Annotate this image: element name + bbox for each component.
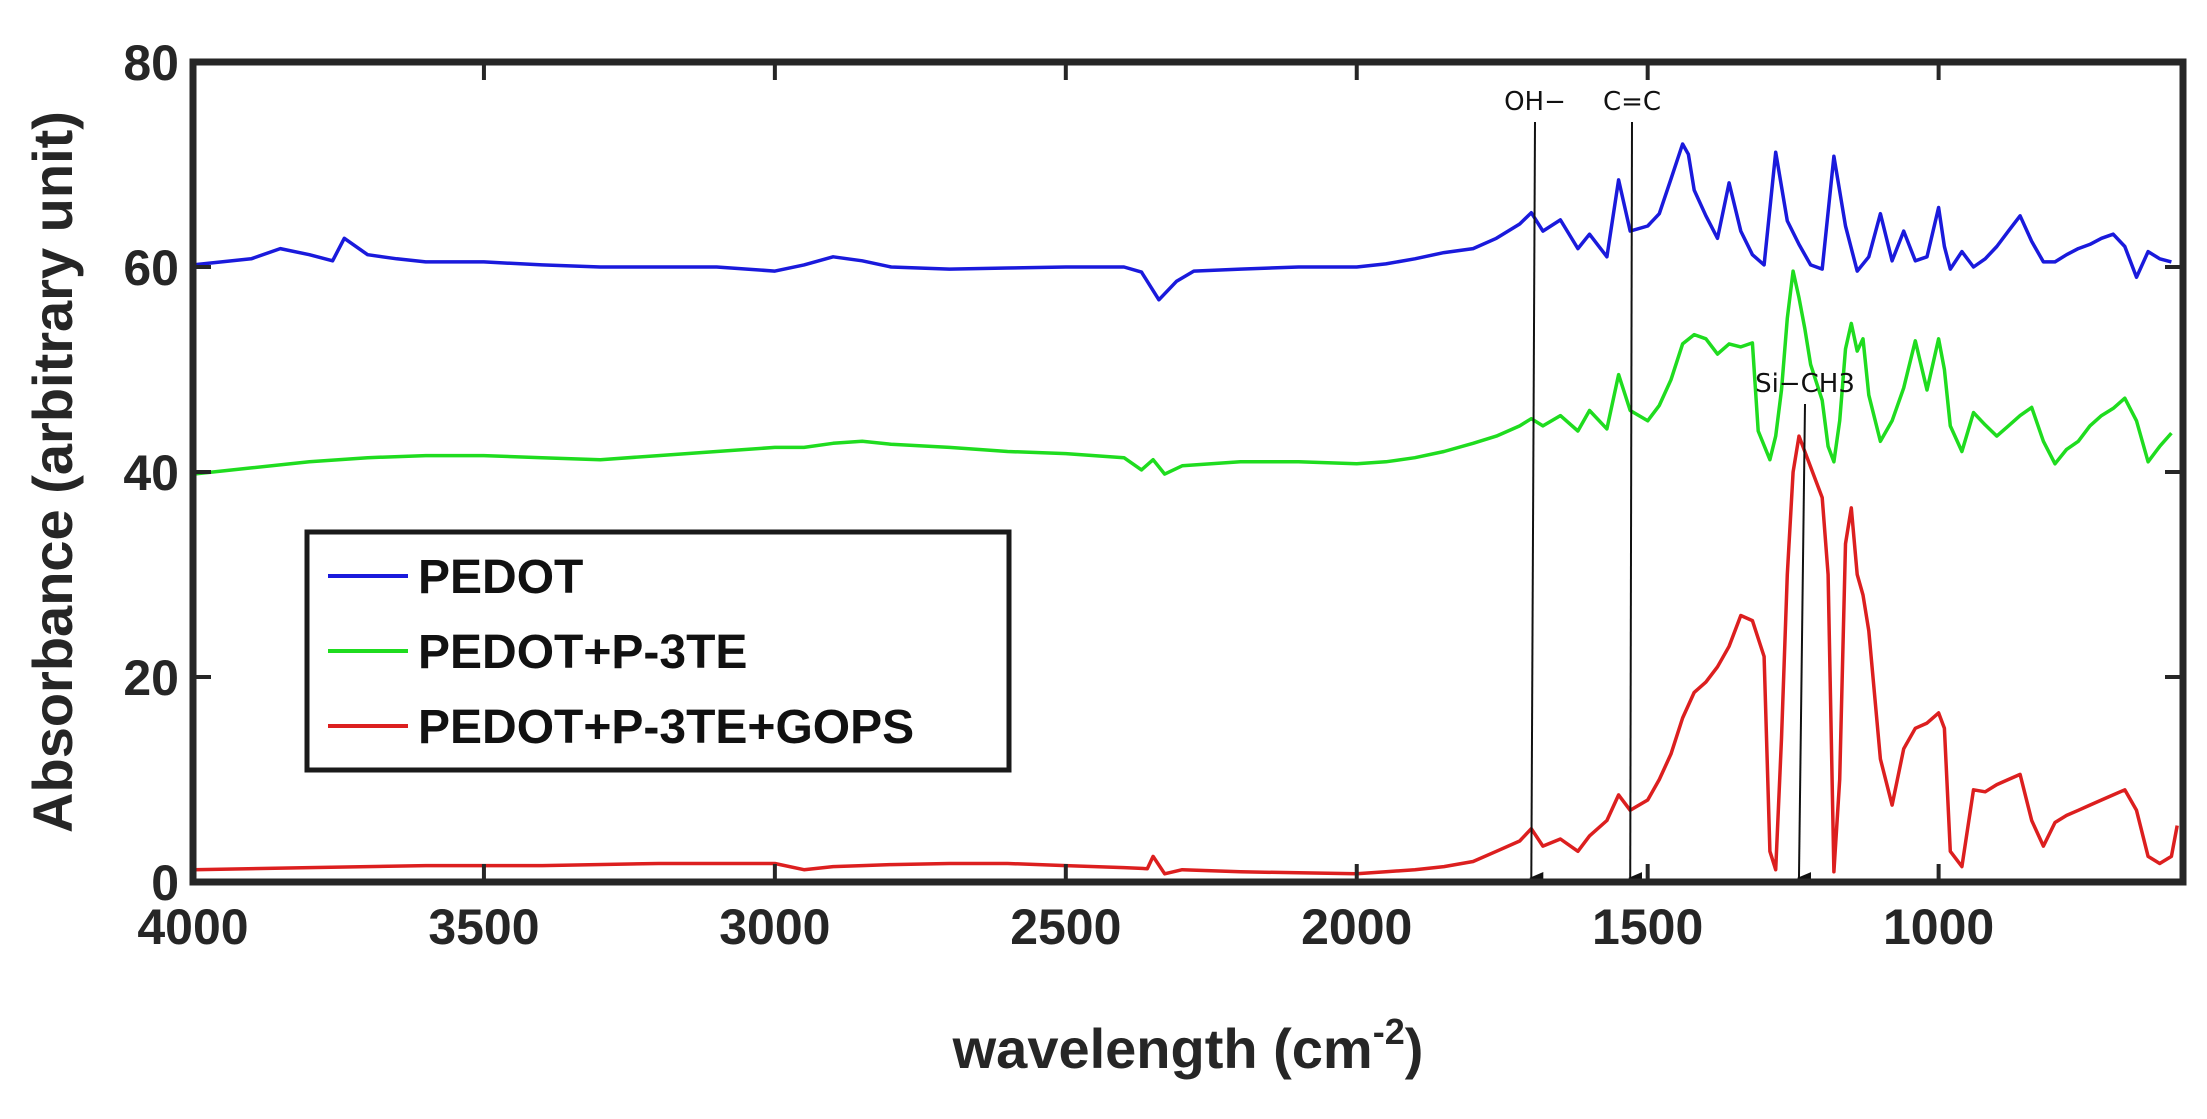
legend-box bbox=[304, 529, 1012, 773]
series-line-pedot-p-3te-gops bbox=[193, 434, 2179, 876]
annotation-label-si-ch3: Si−CH3 bbox=[1755, 369, 1855, 399]
series-layer bbox=[193, 142, 2179, 876]
annotation-layer: OH− C=C Si−CH3 bbox=[1504, 87, 1855, 885]
series-line-pedot-p-3te bbox=[193, 269, 2173, 476]
x-tick-label: 3000 bbox=[719, 899, 830, 955]
series-line-pedot bbox=[193, 142, 2172, 302]
x-tick-label: 2500 bbox=[1010, 899, 1121, 955]
y-tick-label: 80 bbox=[123, 35, 179, 91]
y-axis-title: Absorbance (arbitrary unit) bbox=[21, 111, 84, 833]
x-tick-label: 1000 bbox=[1883, 899, 1994, 955]
tick-layer: 4000 3500 3000 2500 2000 1500 1000 0 20 40 60 80 bbox=[123, 35, 2183, 955]
annotation-arrow-si-ch3 bbox=[1796, 403, 1812, 885]
x-tick-label: 3500 bbox=[428, 899, 539, 955]
y-tick-label: 20 bbox=[123, 650, 179, 706]
annotation-label-c-c: C=C bbox=[1603, 87, 1661, 117]
legend: PEDOT PEDOT+P-3TE PEDOT+P-3TE+GOPS bbox=[304, 529, 1012, 773]
x-tick-label: 1500 bbox=[1592, 899, 1703, 955]
annotation-arrow-oh bbox=[1529, 121, 1544, 885]
y-tick-label: 0 bbox=[151, 855, 179, 911]
annotation-label-oh: OH− bbox=[1504, 87, 1566, 117]
y-tick-label: 60 bbox=[123, 240, 179, 296]
x-axis-title: wavelength (cm-2) bbox=[952, 1011, 1424, 1080]
annotation-arrow-c-c bbox=[1628, 121, 1643, 885]
legend-label-pedot: PEDOT bbox=[418, 551, 583, 604]
x-tick-label: 2000 bbox=[1301, 899, 1412, 955]
y-tick-label: 40 bbox=[123, 445, 179, 501]
legend-label-pedot-p3te: PEDOT+P-3TE bbox=[418, 626, 747, 679]
legend-label-pedot-p3te-gops: PEDOT+P-3TE+GOPS bbox=[418, 701, 914, 754]
x-tick-label: 4000 bbox=[137, 899, 248, 955]
